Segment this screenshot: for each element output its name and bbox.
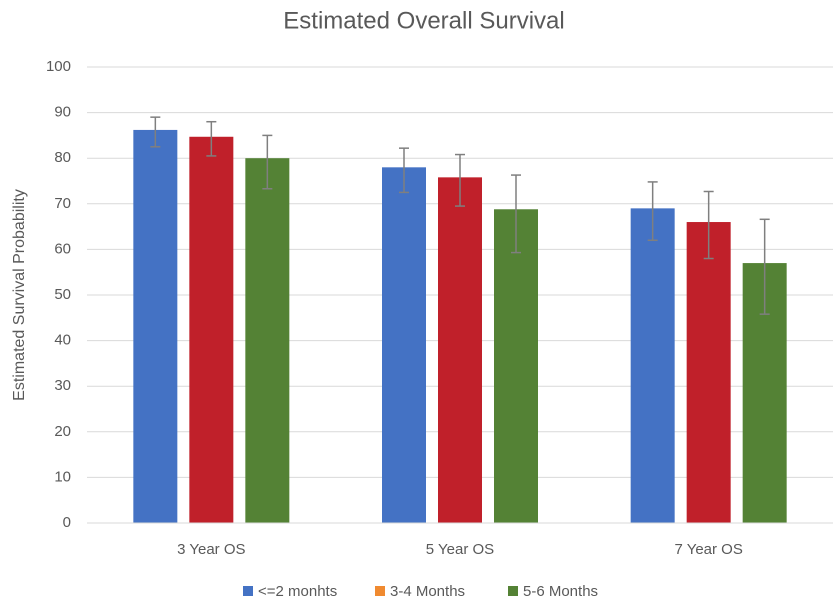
bar (494, 209, 538, 523)
legend-label: <=2 monhts (258, 583, 337, 600)
error-bar (206, 120, 217, 157)
y-tick-label: 50 (54, 286, 71, 303)
y-tick-label: 10 (54, 468, 71, 485)
legend-label: 3-4 Months (390, 583, 465, 600)
y-tick-label: 90 (54, 104, 71, 121)
y-tick-label: 20 (54, 423, 71, 440)
bar (245, 158, 290, 523)
y-tick-label: 70 (54, 195, 71, 212)
bar (189, 136, 234, 523)
error-bar (150, 116, 161, 148)
error-bar (703, 190, 714, 260)
x-tick-label: 3 Year OS (177, 541, 245, 558)
x-tick-label: 7 Year OS (674, 541, 742, 558)
legend-swatch (375, 586, 385, 596)
x-tick-label: 5 Year OS (426, 541, 494, 558)
legend-swatch (243, 586, 253, 596)
chart-title: Estimated Overall Survival (283, 7, 564, 34)
bar (686, 222, 731, 524)
error-bar (262, 134, 273, 190)
bar (133, 129, 178, 524)
error-bar (647, 181, 658, 242)
error-bar (399, 147, 409, 194)
y-tick-label: 60 (54, 240, 71, 257)
error-bar (455, 153, 465, 207)
y-tick-label: 0 (63, 514, 71, 531)
bar (382, 167, 426, 523)
y-tick-label: 30 (54, 377, 71, 394)
error-bar (759, 218, 770, 315)
error-bar (511, 174, 521, 254)
legend-label: 5-6 Months (523, 583, 598, 600)
legend-swatch (508, 586, 518, 596)
bar (630, 208, 675, 524)
y-tick-label: 40 (54, 332, 71, 349)
y-tick-label: 100 (46, 58, 71, 75)
y-tick-label: 80 (54, 149, 71, 166)
y-axis-label: Estimated Survival Probability (11, 189, 28, 401)
bar (438, 177, 482, 524)
